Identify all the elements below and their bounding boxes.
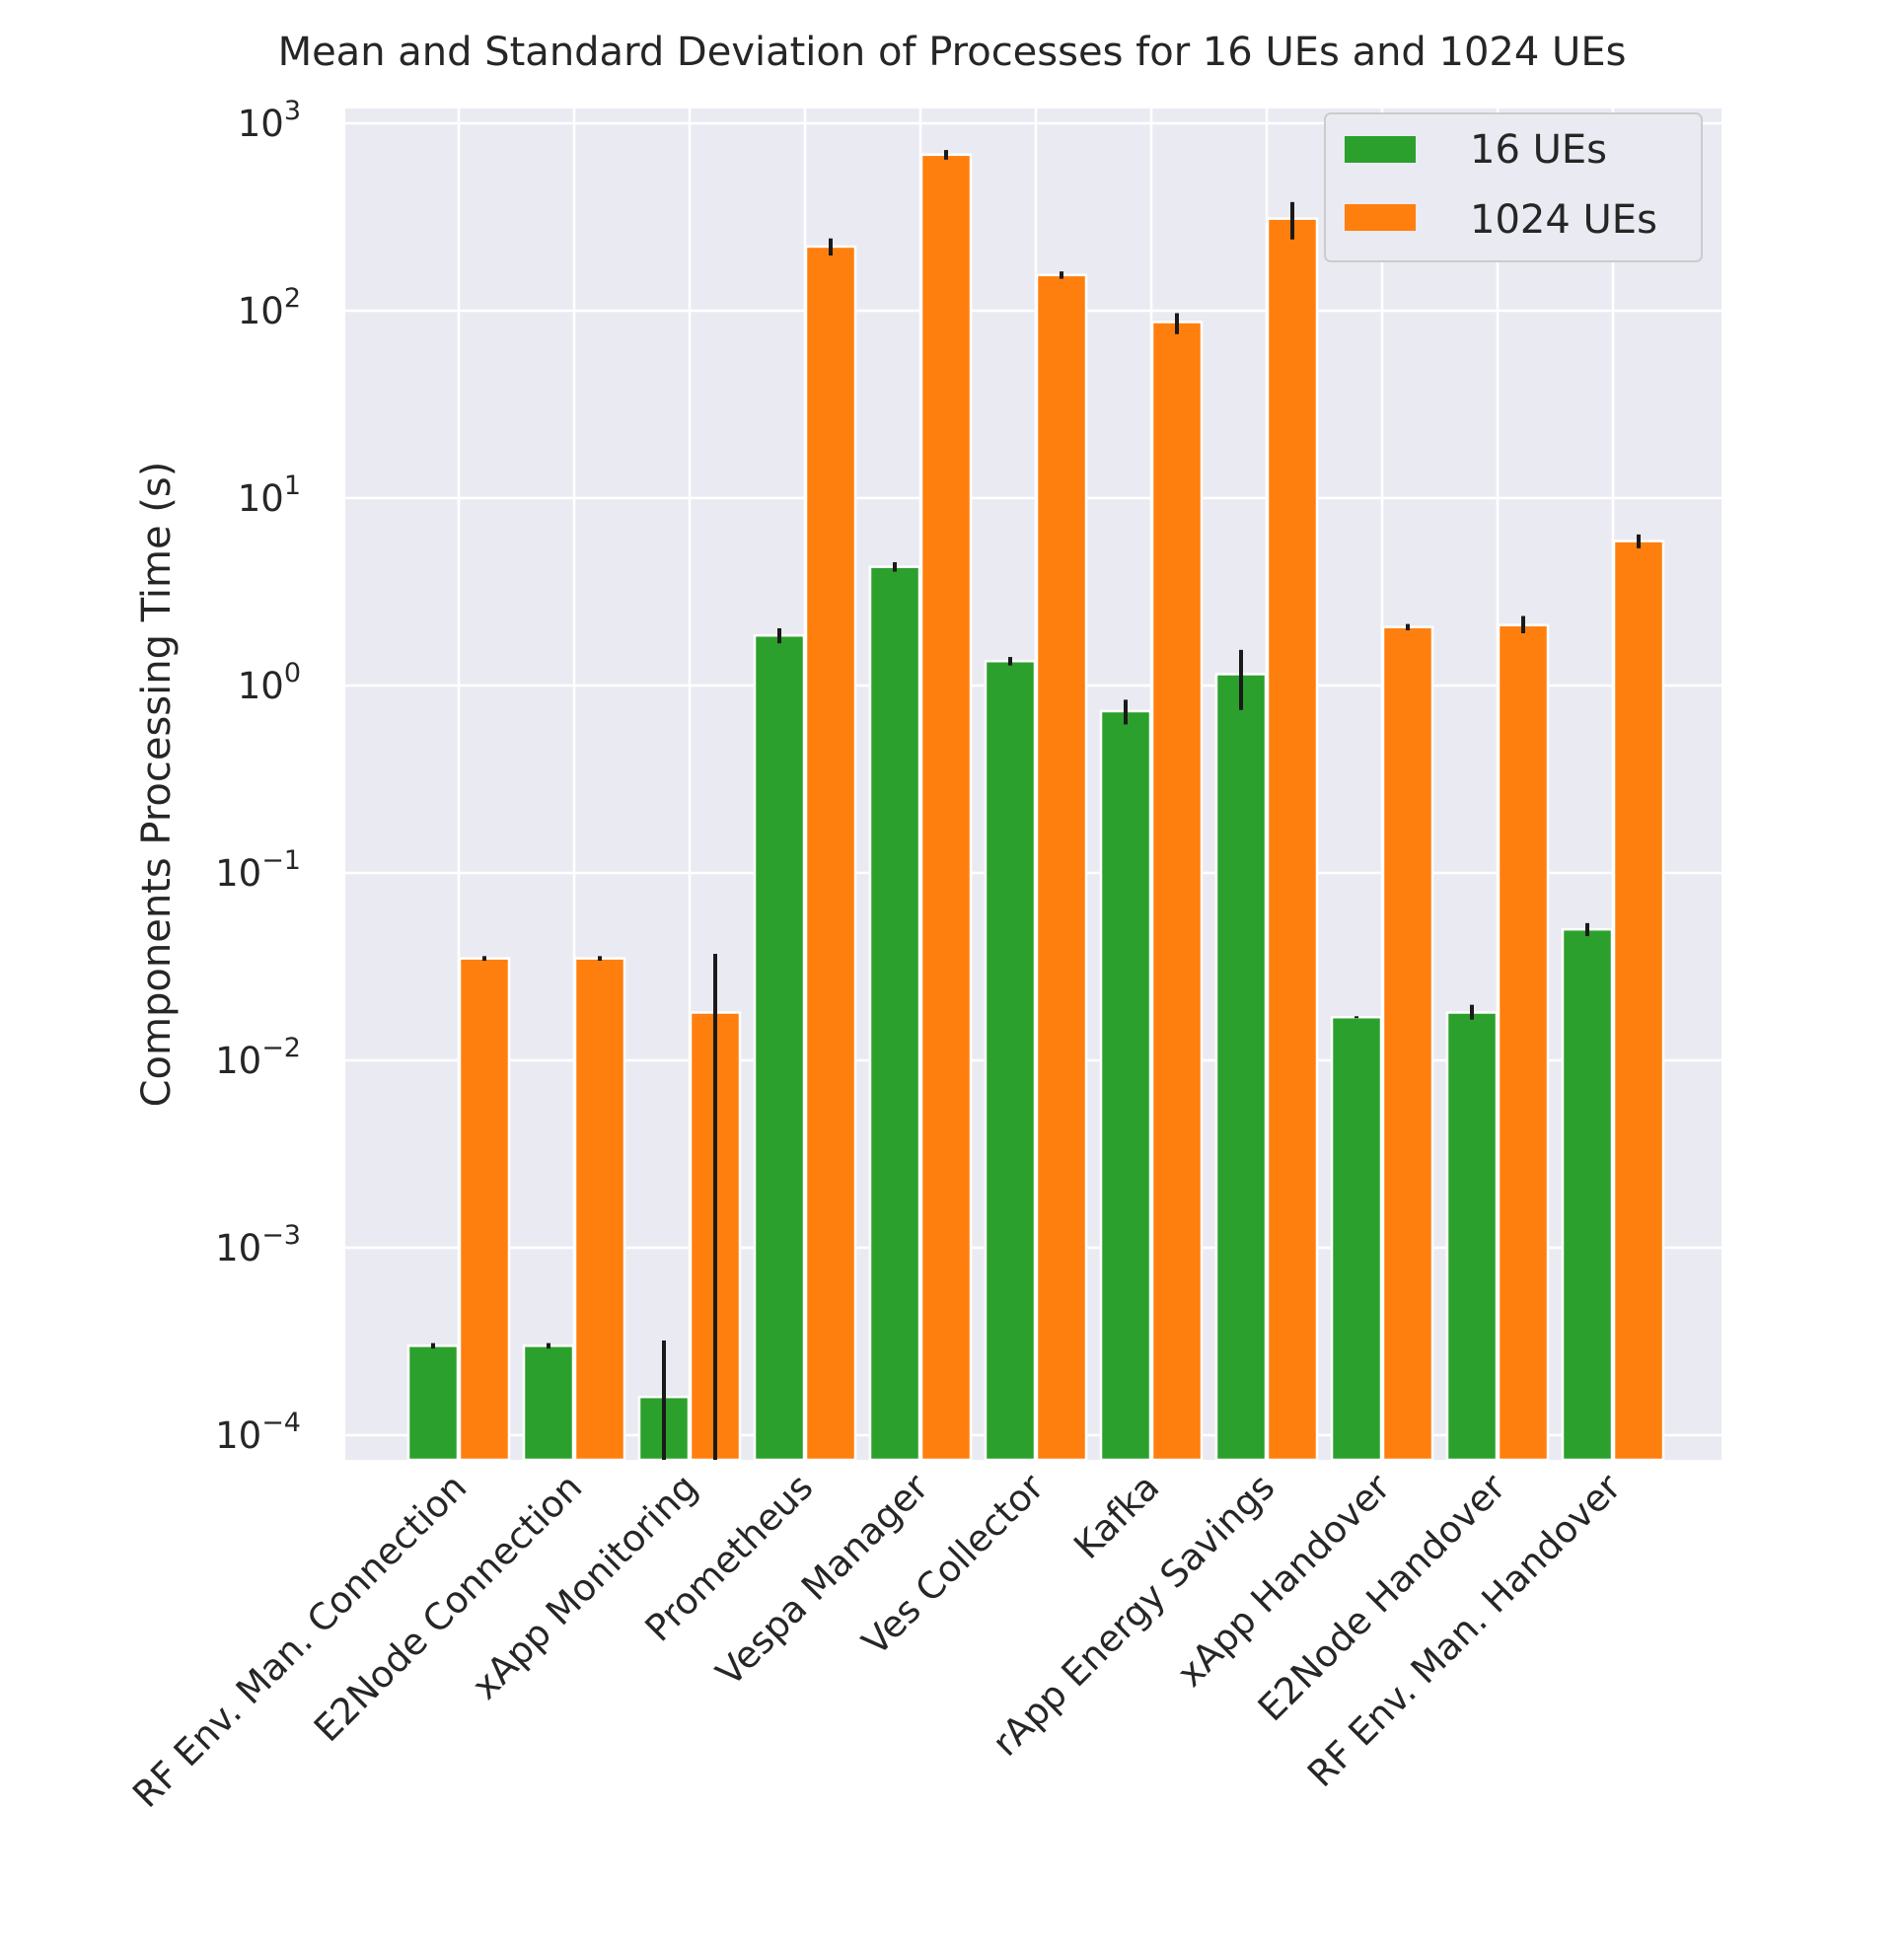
x-tick-label: Kafka [1065,1466,1167,1567]
bar-16-ues [1561,927,1614,1462]
bar-16-ues [1445,1011,1499,1462]
bar-1024-ues [804,245,857,1462]
legend-swatch-16-ues [1345,136,1416,163]
bar-1024-ues [458,957,511,1462]
bar-1024-ues [1266,217,1319,1462]
bar-16-ues [753,633,806,1462]
error-bars [431,150,1641,1460]
bar-16-ues [406,1344,460,1462]
legend: 16 UEs 1024 UEs [1324,112,1703,262]
y-tick-label: 100 [238,658,301,707]
bars [406,153,1665,1462]
chart-title: Mean and Standard Deviation of Processes… [278,30,1627,75]
y-axis-label: Components Processing Time (s) [134,462,180,1108]
bar-1024-ues [573,957,626,1462]
y-tick-label: 10−1 [215,845,301,895]
y-tick-label: 10−2 [215,1033,301,1082]
bar-16-ues [1099,709,1152,1462]
y-tick-label: 103 [238,96,301,145]
bar-16-ues [984,659,1037,1462]
y-tick-label: 10−4 [215,1408,301,1457]
bar-1024-ues [1381,625,1434,1462]
legend-swatch-1024-ues [1345,204,1416,231]
bar-1024-ues [1150,321,1204,1462]
bar-1024-ues [1612,540,1665,1462]
y-tick-label: 102 [238,283,301,332]
bar-16-ues [868,565,921,1462]
x-tick-label: xApp Handover [1169,1465,1399,1695]
y-tick-label: 101 [238,471,301,520]
bar-1024-ues [919,153,973,1462]
bar-16-ues [1214,673,1268,1462]
y-tick-labels: 10−4 10−3 10−2 10−1 100 101 102 103 [215,96,301,1457]
bar-1024-ues [1497,623,1550,1462]
y-tick-label: 10−3 [215,1220,301,1269]
x-tick-label: Vespa Manager [708,1465,937,1694]
bar-1024-ues [1035,273,1088,1462]
bar-16-ues [1330,1015,1383,1462]
legend-label-1024-ues: 1024 UEs [1470,197,1657,243]
legend-box [1324,112,1703,262]
legend-label-16-ues: 16 UEs [1470,127,1607,173]
bar-16-ues [522,1344,575,1462]
